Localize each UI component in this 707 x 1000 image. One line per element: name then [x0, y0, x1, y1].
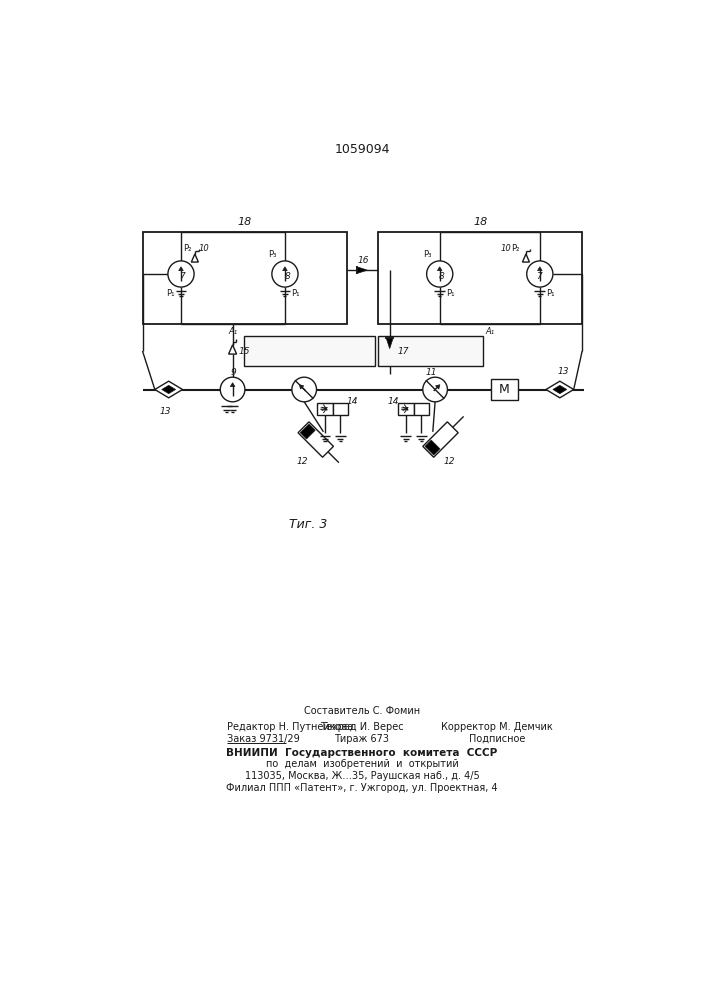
Text: 14: 14	[347, 397, 358, 406]
Polygon shape	[228, 345, 237, 354]
Polygon shape	[425, 440, 440, 455]
Text: Тираж 673: Тираж 673	[334, 734, 390, 744]
Polygon shape	[553, 385, 567, 394]
Text: Подписное: Подписное	[469, 734, 525, 744]
Polygon shape	[179, 267, 183, 271]
Polygon shape	[298, 422, 334, 457]
Text: 11: 11	[426, 368, 437, 377]
Text: P₁: P₁	[166, 289, 175, 298]
Text: M: M	[499, 383, 510, 396]
Circle shape	[292, 377, 317, 402]
Text: P₃: P₃	[423, 250, 431, 259]
Text: 12: 12	[444, 457, 455, 466]
Text: ВНИИПИ  Государственного  комитета  СССР: ВНИИПИ Государственного комитета СССР	[226, 748, 498, 758]
Bar	[491, 379, 518, 400]
Bar	[378, 336, 483, 366]
Bar	[398, 403, 414, 415]
Circle shape	[272, 261, 298, 287]
Polygon shape	[386, 338, 393, 349]
Bar	[333, 403, 348, 415]
Text: P₃: P₃	[269, 250, 277, 259]
Text: 7: 7	[536, 272, 542, 281]
Polygon shape	[356, 267, 368, 274]
Text: 1059094: 1059094	[334, 143, 390, 156]
Polygon shape	[546, 381, 573, 398]
Bar	[414, 403, 429, 415]
Circle shape	[527, 261, 553, 287]
Polygon shape	[192, 254, 199, 262]
Text: 12: 12	[296, 457, 308, 466]
Text: P₂: P₂	[183, 244, 192, 253]
Polygon shape	[300, 424, 315, 439]
Polygon shape	[537, 267, 542, 271]
Text: P₁: P₁	[547, 289, 555, 298]
Polygon shape	[299, 385, 304, 389]
Text: P₁: P₁	[291, 289, 300, 298]
Polygon shape	[230, 383, 235, 387]
Text: Филиал ППП «Патент», г. Ужгород, ул. Проектная, 4: Филиал ППП «Патент», г. Ужгород, ул. Про…	[226, 783, 498, 793]
Bar	[143, 232, 346, 324]
Text: P₂: P₂	[511, 244, 520, 253]
Text: A₁: A₁	[485, 327, 494, 336]
Text: 10: 10	[501, 244, 511, 253]
Polygon shape	[436, 385, 440, 389]
Text: P₁: P₁	[446, 289, 455, 298]
Text: A₁: A₁	[228, 327, 237, 336]
Polygon shape	[283, 267, 287, 271]
Bar	[378, 232, 582, 324]
Text: 13: 13	[159, 407, 170, 416]
Bar	[244, 336, 375, 366]
Circle shape	[426, 261, 452, 287]
Circle shape	[221, 377, 245, 402]
Text: 15: 15	[238, 347, 250, 356]
Text: 8: 8	[284, 272, 290, 281]
Text: 10: 10	[199, 244, 209, 253]
Polygon shape	[162, 385, 175, 394]
Text: Составитель С. Фомин: Составитель С. Фомин	[304, 706, 420, 716]
Text: 14: 14	[387, 397, 399, 406]
Text: Заказ 9731/29: Заказ 9731/29	[227, 734, 300, 744]
Circle shape	[423, 377, 448, 402]
Text: 16: 16	[358, 256, 369, 265]
Polygon shape	[522, 254, 530, 262]
Text: 9: 9	[230, 368, 236, 377]
Text: 18: 18	[473, 217, 487, 227]
Circle shape	[168, 261, 194, 287]
Text: Корректор М. Демчик: Корректор М. Демчик	[441, 722, 553, 732]
Text: Техред И. Верес: Техред И. Верес	[320, 722, 404, 732]
Text: по  делам  изобретений  и  открытий: по делам изобретений и открытий	[266, 759, 458, 769]
Text: 17: 17	[398, 347, 409, 356]
Polygon shape	[438, 267, 442, 271]
Text: 13: 13	[558, 367, 569, 376]
Text: Редактор Н. Путнейкова: Редактор Н. Путнейкова	[227, 722, 354, 732]
Polygon shape	[155, 381, 182, 398]
Text: 18: 18	[238, 217, 252, 227]
Bar	[317, 403, 333, 415]
Text: Τиг. 3: Τиг. 3	[289, 518, 327, 531]
Text: 7: 7	[179, 272, 185, 281]
Text: 8: 8	[439, 272, 445, 281]
Polygon shape	[423, 422, 458, 457]
Text: 113035, Москва, Ж…35, Раушская наб., д. 4/5: 113035, Москва, Ж…35, Раушская наб., д. …	[245, 771, 479, 781]
